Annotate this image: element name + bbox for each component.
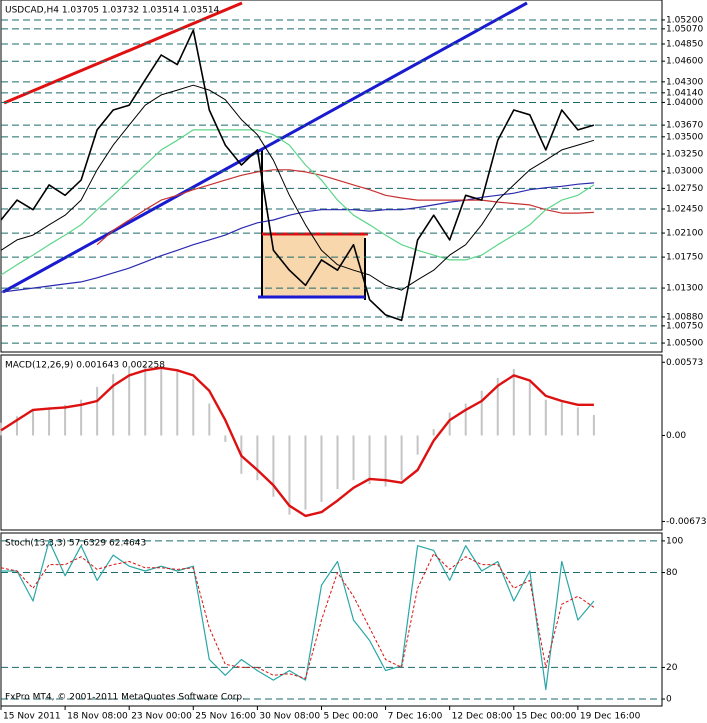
copyright-note: FxPro MT4, © 2001-2011 MetaQuotes Softwa…	[5, 693, 245, 703]
histogram-bar	[144, 365, 147, 436]
y-tick-label: 1.04140	[666, 88, 703, 98]
x-tick-label: 15 Nov 2011	[3, 712, 61, 722]
series-line	[0, 182, 594, 293]
histogram-bar	[192, 379, 195, 436]
histogram-bar	[16, 416, 19, 436]
histogram-bar	[496, 377, 499, 436]
histogram-bar	[576, 407, 579, 436]
series-line	[0, 129, 595, 276]
histogram-bar	[96, 386, 99, 436]
histogram-bar	[528, 381, 531, 436]
y-tick-label: 20	[666, 663, 678, 673]
x-tick-label: 12 Dec 08:00	[452, 712, 513, 722]
y-tick-label: 1.02100	[666, 229, 703, 239]
histogram-bar	[592, 415, 595, 436]
y-tick-label: 0.00	[666, 431, 686, 441]
x-tick-label: 5 Dec 00:00	[323, 712, 378, 722]
histogram-bar	[32, 409, 35, 436]
x-tick-label: 15 Dec 00:00	[516, 712, 577, 722]
y-tick-label: 1.01300	[666, 284, 703, 294]
histogram-bar	[48, 407, 51, 436]
y-tick-label: 0.00573	[666, 358, 703, 368]
histogram-bar	[208, 403, 211, 436]
y-tick-label: 1.03500	[666, 132, 703, 142]
y-tick-label: 1.04300	[666, 77, 703, 87]
y-tick-label: 1.05070	[666, 24, 703, 34]
x-tick-label: 30 Nov 08:00	[259, 712, 320, 722]
pane-frame	[0, 354, 663, 531]
histogram-bar	[480, 390, 483, 436]
histogram-bar	[288, 435, 291, 515]
y-tick-label: 1.00500	[666, 339, 703, 349]
series-line	[0, 366, 594, 518]
y-tick-label: 1.04000	[666, 98, 703, 108]
histogram-bar	[272, 435, 275, 497]
y-tick-label: 1.01750	[666, 253, 703, 263]
y-tick-label: 1.03000	[666, 167, 703, 177]
histogram-bar	[416, 435, 419, 455]
series-line	[0, 553, 595, 679]
y-tick-label: 1.02750	[666, 184, 703, 194]
histogram-bar	[112, 374, 115, 436]
series-line	[0, 29, 595, 322]
range-box	[262, 234, 365, 297]
histogram-bar	[560, 402, 563, 436]
x-tick-label: 7 Dec 16:00	[388, 712, 443, 722]
y-tick-label: 1.04600	[666, 57, 703, 67]
histogram-bar	[400, 435, 403, 481]
x-tick-label: 23 Nov 00:00	[131, 712, 192, 722]
histogram-bar	[80, 399, 83, 436]
histogram-bar	[336, 435, 339, 490]
y-tick-label: -0.00673	[666, 517, 706, 527]
pane-title: USDCAD,H4 1.03705 1.03732 1.03514 1.0351…	[5, 6, 220, 16]
x-tick-label: 25 Nov 16:00	[195, 712, 256, 722]
y-tick-label: 1.00880	[666, 312, 703, 322]
y-tick-label: 1.04850	[666, 40, 703, 50]
pane-title: Stoch(13,3,3) 57.6329 62.4643	[5, 539, 146, 549]
histogram-bar	[368, 435, 371, 485]
y-tick-label: 100	[666, 536, 683, 546]
y-tick-label: 1.03250	[666, 150, 703, 160]
histogram-bar	[64, 404, 67, 436]
histogram-bar	[256, 435, 259, 481]
histogram-bar	[544, 399, 547, 436]
histogram-bar	[160, 367, 163, 436]
pane-frame	[0, 0, 663, 353]
pane-title: MACD(12,26,9) 0.001643 0.002258	[5, 361, 165, 371]
y-tick-label: 80	[666, 568, 678, 578]
histogram-bar	[512, 369, 515, 436]
histogram-bar	[128, 367, 131, 436]
histogram-bar	[464, 403, 467, 436]
histogram-bar	[320, 435, 323, 502]
series-line	[0, 84, 595, 291]
pane-frame	[0, 532, 663, 707]
histogram-bar	[352, 435, 355, 481]
y-tick-label: 1.03670	[666, 121, 703, 131]
y-tick-label: 1.05200	[666, 15, 703, 25]
histogram-bar	[384, 435, 387, 487]
histogram-bar	[176, 371, 179, 436]
series-line	[96, 169, 594, 246]
series-line	[1, 540, 595, 691]
y-tick-label: 1.00750	[666, 321, 703, 331]
y-tick-label: 1.02450	[666, 205, 703, 215]
x-tick-label: 18 Nov 08:00	[67, 712, 128, 722]
histogram-bar	[432, 429, 435, 436]
histogram-bar	[304, 435, 307, 510]
y-tick-label: 0	[666, 695, 672, 705]
x-tick-label: 19 Dec 16:00	[580, 712, 641, 722]
histogram-bar	[448, 412, 451, 436]
histogram-bar	[224, 435, 227, 442]
